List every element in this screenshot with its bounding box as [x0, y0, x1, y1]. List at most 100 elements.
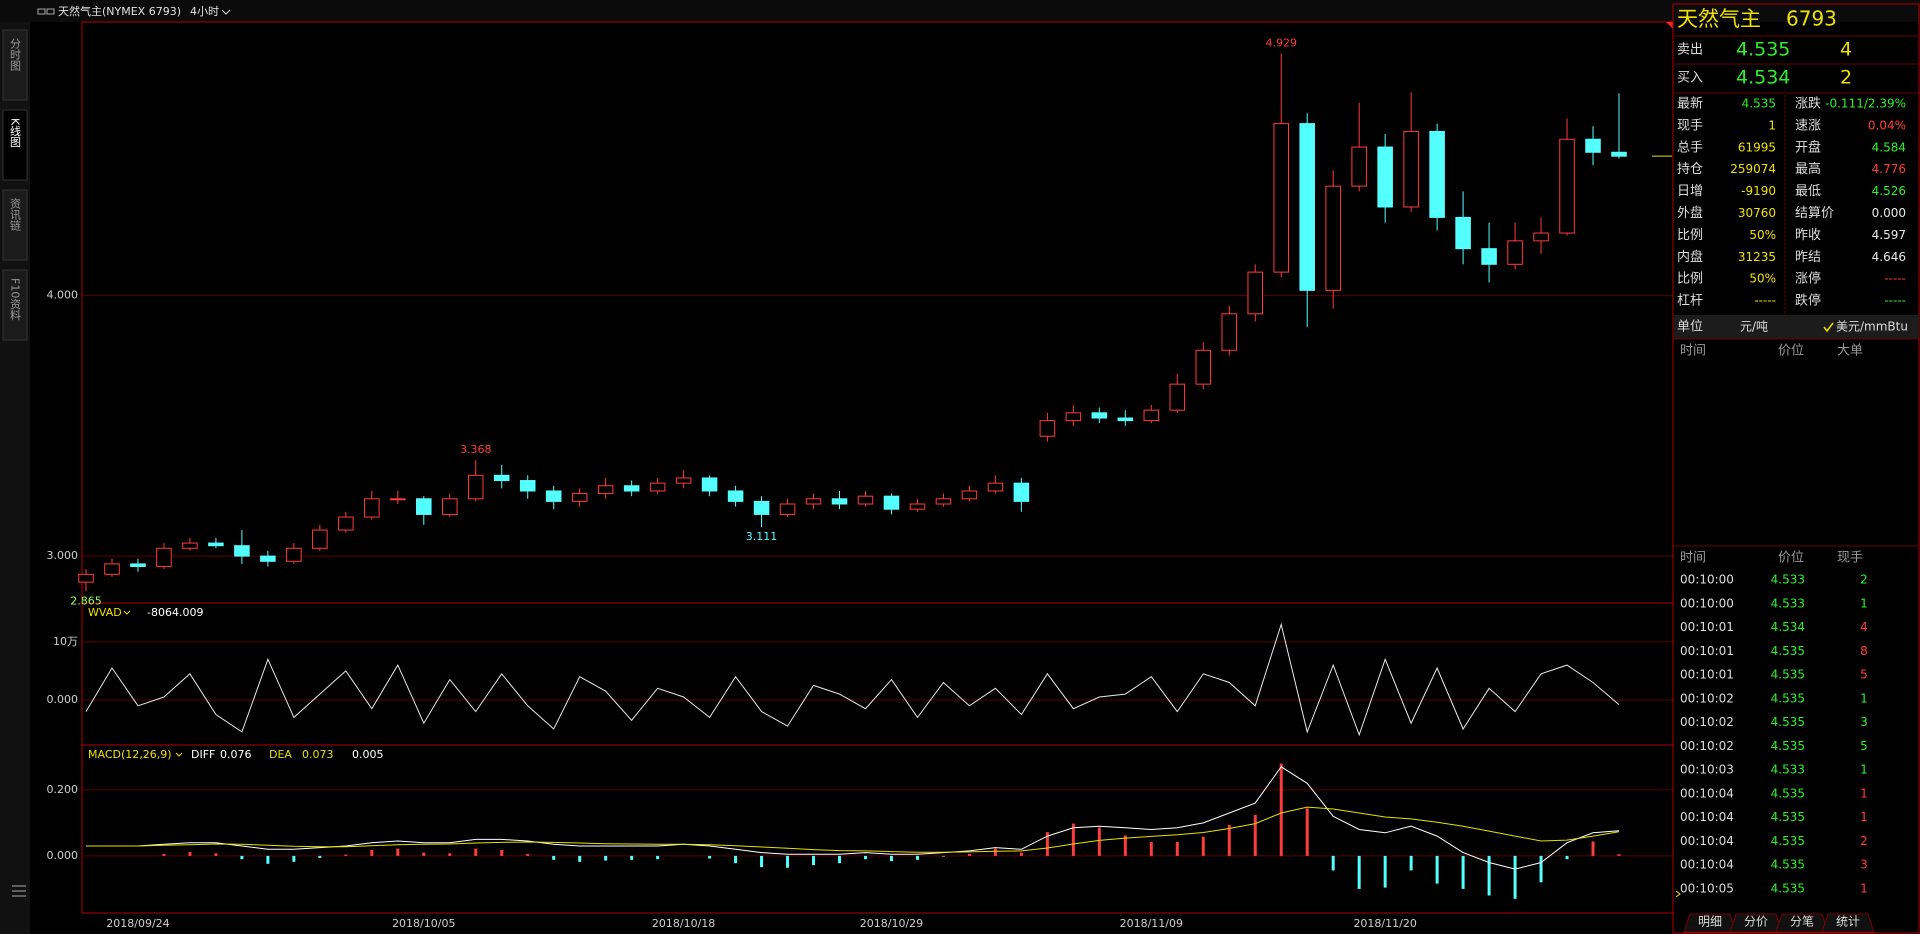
stat-value: 50% — [1749, 228, 1776, 242]
stat-label: 昨结 — [1795, 250, 1821, 265]
column-header: 现手 — [1837, 551, 1863, 566]
y-tick-label: 0.000 — [47, 849, 79, 862]
candle-body — [987, 482, 1004, 492]
candle-body — [1351, 146, 1367, 187]
candle-body — [519, 480, 536, 492]
panel-tab-label[interactable]: 分笔 — [1790, 914, 1814, 929]
candle-body — [935, 498, 952, 505]
stat-label: 比例 — [1677, 228, 1703, 243]
candle-body — [260, 555, 276, 562]
candle-body — [1325, 185, 1341, 291]
tick-time: 00:10:05 — [1680, 881, 1734, 895]
panel-tab-label[interactable]: 分价 — [1744, 915, 1768, 929]
sidebar-tab-label[interactable]: 分时图 — [9, 38, 22, 72]
menu-icon[interactable] — [12, 885, 26, 897]
symbol-name[interactable]: 天然气主(NYMEX 6793) — [58, 4, 181, 18]
stat-value: ----- — [1884, 294, 1906, 308]
panel-tab-label[interactable]: 统计 — [1836, 915, 1860, 929]
book-volume: 2 — [1840, 67, 1852, 89]
panel-tab[interactable] — [1821, 913, 1875, 933]
quote-panel — [1672, 3, 1920, 934]
sidebar-tab-label[interactable]: F10资料 — [9, 278, 22, 321]
tick-volume: 1 — [1860, 810, 1868, 824]
stat-label: 速涨 — [1795, 118, 1821, 133]
candle-body — [1585, 138, 1601, 153]
stat-label: 涨跌 — [1795, 96, 1821, 112]
stat-value: 4.776 — [1872, 162, 1906, 176]
stat-label: 昨收 — [1795, 228, 1821, 243]
sidebar-tab-label[interactable]: 资讯链 — [9, 198, 22, 231]
dropdown-arrow[interactable] — [123, 610, 131, 615]
book-volume: 4 — [1840, 39, 1852, 61]
candle-body — [104, 563, 120, 575]
column-header: 时间 — [1680, 344, 1706, 359]
tick-time: 00:10:04 — [1680, 834, 1734, 848]
candle-body — [1455, 216, 1471, 250]
tick-time: 00:10:02 — [1680, 715, 1734, 729]
layout-icon[interactable] — [46, 8, 55, 15]
sidebar-tab[interactable] — [2, 29, 28, 101]
panel-tab-label[interactable]: 明细 — [1698, 915, 1722, 929]
indicator-name[interactable]: MACD(12,26,9) — [88, 748, 172, 761]
sidebar-tab[interactable] — [2, 189, 28, 261]
tick-price: 4.533 — [1771, 573, 1805, 587]
sidebar-tab-label[interactable]: K线图 — [9, 118, 22, 148]
y-tick-label: 3.000 — [47, 549, 79, 562]
candle-body — [1403, 130, 1419, 208]
stat-label: 涨停 — [1795, 271, 1821, 287]
legend-name: DEA — [269, 748, 292, 761]
instrument-code: 6793 — [1786, 7, 1837, 31]
unit-option[interactable]: 元/吨 — [1740, 320, 1768, 334]
candle-body — [416, 498, 432, 515]
corner-marker — [1666, 22, 1673, 29]
stat-value: 4.646 — [1872, 250, 1906, 264]
candle-body — [441, 498, 458, 515]
candle-body — [1429, 130, 1445, 218]
sidebar-tab[interactable] — [2, 109, 28, 181]
unit-label: 单位 — [1677, 320, 1703, 335]
tick-price: 4.535 — [1771, 691, 1805, 705]
candle-body — [338, 516, 354, 531]
candle-body — [753, 500, 770, 515]
stat-label: 结算价 — [1795, 206, 1834, 221]
candle-body — [1143, 409, 1160, 422]
candle-body — [1507, 240, 1523, 265]
candle-body — [857, 495, 874, 505]
candle-body — [208, 542, 224, 547]
tick-price: 4.535 — [1771, 881, 1805, 895]
tick-volume: 3 — [1860, 715, 1868, 729]
y-tick-label: 4.000 — [47, 289, 79, 302]
indicator-name[interactable]: WVAD — [88, 606, 122, 619]
candle-body — [1377, 146, 1393, 208]
candle-body — [1559, 138, 1575, 234]
stat-label: 最新 — [1677, 96, 1703, 112]
stat-value: ----- — [1754, 294, 1776, 308]
dropdown-arrow[interactable] — [221, 9, 231, 15]
book-label: 买入 — [1677, 71, 1703, 86]
y-tick-label: 10万 — [53, 635, 78, 648]
legend-name: DIFF — [191, 748, 215, 761]
tick-time: 00:10:03 — [1680, 763, 1734, 777]
tick-volume: 3 — [1860, 858, 1868, 872]
dropdown-arrow[interactable] — [175, 752, 183, 757]
stat-value: 4.526 — [1872, 184, 1906, 198]
stat-value: -0.111/2.39% — [1825, 97, 1906, 111]
candle-body — [156, 547, 172, 568]
tick-time: 00:10:01 — [1680, 668, 1734, 682]
period-selector[interactable]: 4小时 — [190, 5, 219, 18]
sidebar-tab[interactable] — [2, 269, 28, 341]
tick-price: 4.535 — [1771, 834, 1805, 848]
stat-label: 开盘 — [1795, 139, 1821, 155]
tick-price: 4.535 — [1771, 739, 1805, 753]
unit-option[interactable]: 美元/mmBtu — [1836, 320, 1908, 334]
layout-icon[interactable] — [37, 8, 46, 15]
stat-label: 跌停 — [1795, 293, 1821, 309]
tick-time: 00:10:01 — [1680, 620, 1734, 634]
tick-price: 4.535 — [1771, 644, 1805, 658]
stat-value: 4.584 — [1872, 140, 1906, 154]
stat-value: 30760 — [1738, 206, 1776, 220]
legend-value: 0.073 — [302, 748, 334, 761]
check-icon[interactable] — [1823, 322, 1834, 333]
book-label: 卖出 — [1677, 43, 1703, 58]
